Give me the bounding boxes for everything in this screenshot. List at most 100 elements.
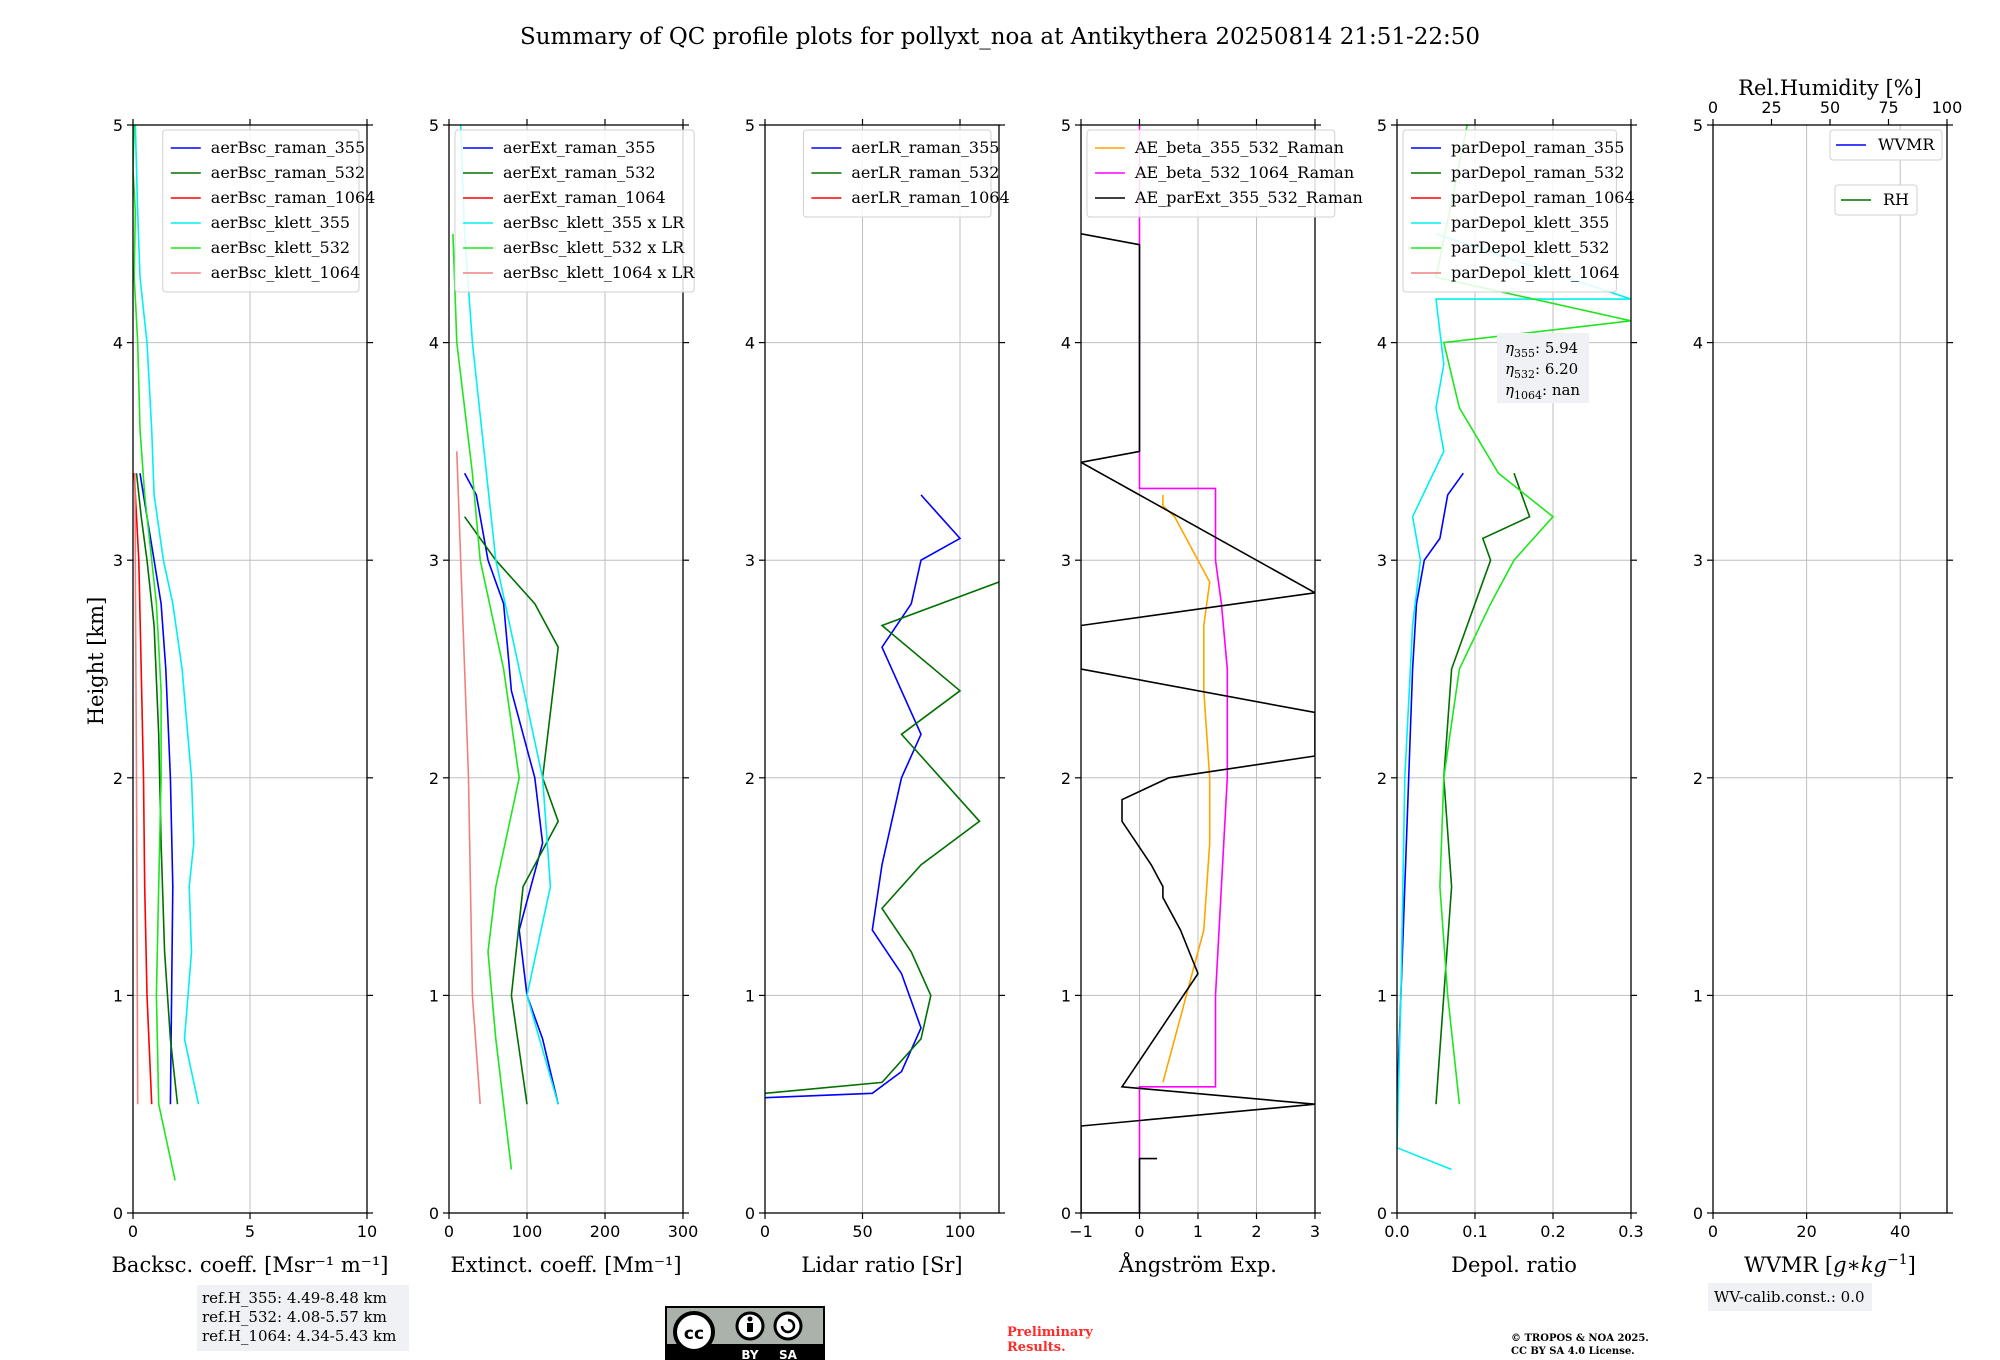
y-tick-label: 5 — [113, 116, 123, 135]
top-x-tick-label: 25 — [1761, 98, 1781, 117]
y-tick-label: 1 — [113, 986, 123, 1005]
y-tick-label: 1 — [1693, 986, 1703, 1005]
legend: WVMR RH — [1829, 129, 1943, 216]
legend-entry: parDepol_klett_532 — [1451, 238, 1609, 257]
ref-height-1064: ref.H_1064: 4.34-5.43 km — [202, 1327, 396, 1345]
ref-heights-box: ref.H_355: 4.49-8.48 km ref.H_532: 4.08-… — [197, 1285, 409, 1351]
legend: aerExt_raman_355 aerExt_raman_532 aerExt_r… — [454, 129, 695, 293]
annotation-line: η532: 6.20 — [1505, 360, 1578, 381]
y-tick-label: 1 — [1061, 986, 1071, 1005]
y-tick-label: 0 — [745, 1204, 755, 1223]
x-tick-label: 3 — [1310, 1222, 1320, 1241]
series-line-pardepol-raman-532 — [1435, 472, 1531, 1105]
y-tick-label: 5 — [1693, 116, 1703, 135]
series-group — [133, 125, 200, 1181]
legend-entry: aerBsc_klett_1064 x LR — [503, 263, 695, 282]
legend-entry: aerBsc_klett_355 — [211, 213, 350, 232]
svg-text:cc: cc — [684, 1324, 704, 1344]
y-tick-label: 3 — [1061, 551, 1071, 570]
axes-frame — [764, 124, 1000, 1214]
legend-entry: parDepol_raman_532 — [1451, 163, 1624, 182]
y-tick-label: 2 — [1061, 769, 1071, 788]
figure-title: Summary of QC profile plots for pollyxt_… — [520, 24, 1480, 50]
series-line-pardepol-raman-355 — [1397, 472, 1464, 1105]
y-tick-label: 4 — [1377, 334, 1387, 353]
top-x-tick-label: 50 — [1820, 98, 1840, 117]
y-tick-label: 3 — [1377, 551, 1387, 570]
x-tick-label: 0 — [444, 1222, 454, 1241]
series-group — [765, 494, 999, 1099]
y-tick-label: 2 — [429, 769, 439, 788]
y-tick-label: 0 — [1061, 1204, 1071, 1223]
panel-wvmr: 0 20 40 0 1 2 3 4 5 WVMR [g∗kg−1] 0 25 50 75 100 Rel.Hu… — [1693, 76, 1962, 1277]
y-tick-label: 1 — [429, 986, 439, 1005]
legend-entry: parDepol_klett_355 — [1451, 213, 1609, 232]
panel-backscatter: 0 5 10 0 1 2 3 4 5 Backsc. coeff. [Msr⁻¹ m⁻¹] aerB… — [112, 116, 389, 1277]
series-group — [1081, 125, 1315, 1213]
legend: aerBsc_raman_355 aerBsc_raman_532 aerBsc_r… — [162, 129, 375, 293]
legend-entry: aerLR_raman_532 — [851, 163, 999, 182]
legend-entry: aerBsc_klett_355 x LR — [503, 213, 685, 232]
legend-entry: RH — [1883, 190, 1909, 209]
x-tick-label: 1 — [1193, 1222, 1203, 1241]
legend-entry: aerExt_raman_532 — [503, 163, 656, 182]
legend-entry: aerExt_raman_1064 — [503, 188, 666, 207]
y-tick-label: 4 — [1061, 334, 1071, 353]
y-tick-label: 0 — [429, 1204, 439, 1223]
legend: AE_beta_355_532_Raman AE_beta_532_1064_Ra… — [1086, 129, 1363, 218]
copyright-line-2: CC BY SA 4.0 License. — [1511, 1346, 1635, 1357]
cc-by-sa-logo: cc BY SA — [665, 1306, 825, 1360]
legend-entry: aerBsc_klett_532 x LR — [503, 238, 685, 257]
y-tick-label: 4 — [113, 334, 123, 353]
top-x-tick-label: 0 — [1708, 98, 1718, 117]
x-tick-label: 0 — [1134, 1222, 1144, 1241]
series-line-ae-parext-355-532-raman — [1081, 233, 1315, 1213]
x-tick-label: 0.3 — [1618, 1222, 1643, 1241]
x-tick-label: 0.1 — [1462, 1222, 1487, 1241]
x-axis-label: WVMR [g∗kg−1] — [1744, 1252, 1916, 1277]
panel-extinction: 0 100 200 300 0 1 2 3 4 5 Extinct. coeff. [Mm⁻¹] ae… — [429, 116, 698, 1277]
y-tick-label: 4 — [1693, 334, 1703, 353]
x-tick-label: 100 — [512, 1222, 543, 1241]
legend-entry: AE_beta_355_532_Raman — [1134, 138, 1344, 157]
sa-share-icon — [773, 1311, 803, 1341]
x-tick-label: 100 — [945, 1222, 976, 1241]
cc-circle-icon — [673, 1311, 715, 1353]
ref-height-532: ref.H_532: 4.08-5.57 km — [202, 1308, 387, 1326]
y-tick-label: 0 — [113, 1204, 123, 1223]
series-line-ae-beta-355-532-raman — [1162, 494, 1211, 1083]
x-axis-label: Lidar ratio [Sr] — [801, 1253, 962, 1277]
top-x-tick-label: 75 — [1878, 98, 1898, 117]
x-tick-label: 40 — [1890, 1222, 1910, 1241]
x-tick-label: 200 — [590, 1222, 621, 1241]
y-tick-label: 3 — [1693, 551, 1703, 570]
legend-entry: WVMR — [1878, 135, 1935, 154]
axes-frame — [1712, 124, 1948, 1214]
wv-calib-text: WV-calib.const.: 0.0 — [1714, 1288, 1865, 1306]
series-line-aerbsc-klett-1064 — [134, 473, 139, 1105]
ref-height-355: ref.H_355: 4.49-8.48 km — [202, 1289, 387, 1307]
x-tick-label: 20 — [1796, 1222, 1816, 1241]
y-tick-label: 4 — [429, 334, 439, 353]
x-axis-label: Depol. ratio — [1451, 1253, 1577, 1277]
legend-entry: parDepol_raman_355 — [1451, 138, 1624, 157]
series-group — [1397, 125, 1631, 1171]
y-tick-label: 2 — [1377, 769, 1387, 788]
series-line-aerbsc-raman-1064 — [133, 473, 153, 1105]
series-line-aerbsc-klett-532-x-lr — [452, 233, 521, 1170]
series-line-pardepol-klett-532 — [1435, 125, 1631, 1105]
y-tick-label: 1 — [745, 986, 755, 1005]
legend-entry: aerBsc_raman_355 — [211, 138, 365, 157]
preliminary-note-2: Results. — [1007, 1340, 1066, 1355]
y-tick-label: 5 — [1377, 116, 1387, 135]
legend: parDepol_raman_355 parDepol_raman_532 parD… — [1402, 129, 1635, 293]
y-tick-label: 2 — [113, 769, 123, 788]
series-line-aerbsc-raman-532 — [135, 473, 179, 1105]
badge-sa: SA — [779, 1348, 798, 1360]
legend-entry: aerBsc_raman_532 — [211, 163, 365, 182]
annotation-box — [1497, 333, 1589, 403]
